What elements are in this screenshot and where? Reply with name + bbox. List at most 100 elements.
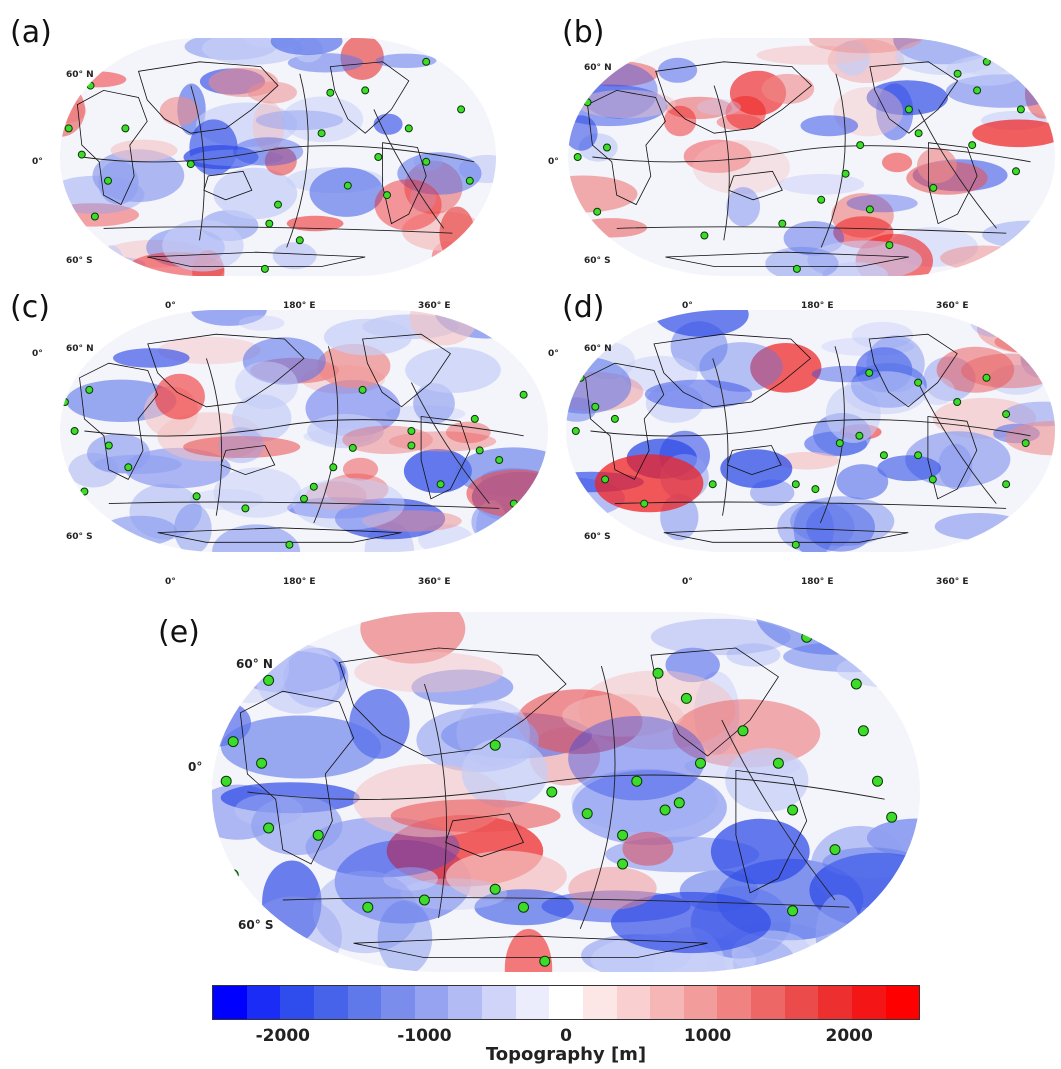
hotspot-marker bbox=[617, 829, 629, 841]
anomaly-blob bbox=[969, 310, 1015, 337]
hotspot-marker bbox=[309, 482, 318, 491]
coastline bbox=[329, 61, 410, 134]
latitude-label: 60° S bbox=[584, 256, 611, 266]
hotspot-marker bbox=[70, 427, 79, 435]
anomaly-blob bbox=[189, 119, 238, 176]
anomaly-blob bbox=[750, 343, 822, 393]
hotspot-marker bbox=[343, 181, 352, 190]
anomaly-blob bbox=[255, 110, 344, 131]
anomaly-blob bbox=[692, 140, 790, 195]
topography-map bbox=[568, 38, 1055, 276]
anomaly-blob bbox=[790, 496, 895, 547]
latitude-label: 0° bbox=[32, 349, 43, 359]
colorbar-segment bbox=[650, 986, 684, 1019]
coastline bbox=[76, 89, 148, 206]
hotspot-marker bbox=[659, 804, 671, 816]
hotspot-marker bbox=[914, 451, 923, 460]
anomaly-blob bbox=[761, 73, 815, 104]
anomaly-blob bbox=[255, 643, 340, 714]
anomaly-blob bbox=[650, 618, 791, 656]
hotspot-marker bbox=[787, 905, 799, 917]
anomaly-blob bbox=[212, 934, 309, 963]
hotspot-marker bbox=[124, 463, 133, 472]
anomaly-blob bbox=[610, 891, 771, 954]
anomaly-blob bbox=[93, 454, 182, 474]
anomaly-blob bbox=[162, 219, 244, 272]
anomaly-blob bbox=[213, 467, 302, 518]
colorbar-segment bbox=[851, 986, 886, 1019]
hotspot-marker bbox=[436, 480, 445, 489]
hotspot-marker bbox=[495, 456, 504, 464]
hotspot-marker bbox=[610, 414, 619, 423]
hotspot-marker bbox=[695, 757, 706, 769]
coastline bbox=[338, 647, 567, 757]
longitude-label: 360° E bbox=[418, 301, 451, 311]
coastline bbox=[157, 527, 402, 543]
colorbar-segment bbox=[784, 986, 819, 1019]
anomaly-blob bbox=[568, 716, 706, 801]
plate-boundary bbox=[84, 419, 524, 437]
anomaly-blob bbox=[74, 256, 146, 273]
hotspot-marker bbox=[241, 504, 250, 513]
anomaly-blob bbox=[622, 831, 674, 866]
hotspot-marker bbox=[573, 153, 582, 161]
hotspot-marker bbox=[855, 431, 864, 440]
anomaly-blob bbox=[940, 245, 1027, 271]
hotspot-marker bbox=[317, 129, 326, 138]
colorbar-segment bbox=[347, 986, 382, 1019]
hotspot-marker bbox=[879, 451, 888, 460]
anomaly-blob bbox=[568, 866, 657, 910]
panel-label: (c) bbox=[10, 290, 50, 325]
colorbar-segment bbox=[482, 986, 516, 1019]
hotspot-marker bbox=[457, 105, 466, 114]
anomaly-blob bbox=[866, 80, 948, 116]
anomaly-blob bbox=[270, 38, 343, 56]
hotspot-marker bbox=[1016, 105, 1025, 114]
hotspot-marker bbox=[220, 775, 232, 787]
colorbar-segment bbox=[313, 986, 348, 1019]
anomaly-blob bbox=[655, 310, 749, 337]
coastline bbox=[382, 142, 427, 225]
longitude-label: 0° bbox=[682, 577, 693, 587]
colorbar-segment bbox=[885, 986, 920, 1019]
hotspot-marker bbox=[260, 264, 269, 273]
anomaly-blob bbox=[154, 373, 205, 420]
hotspot-marker bbox=[77, 150, 86, 159]
anomaly-blob bbox=[778, 173, 865, 195]
anomaly-blob bbox=[272, 242, 317, 270]
anomaly-blob bbox=[390, 799, 561, 833]
longitude-label: 0° bbox=[165, 577, 176, 587]
plate-boundary bbox=[721, 719, 836, 901]
latitude-label: 0° bbox=[32, 157, 43, 167]
hotspot-marker bbox=[598, 243, 607, 252]
hotspot-marker bbox=[518, 901, 529, 913]
hotspot-marker bbox=[973, 86, 982, 95]
plate-boundary bbox=[918, 109, 997, 229]
anomaly-blob bbox=[309, 167, 384, 217]
latitude-label: 0° bbox=[188, 760, 203, 774]
anomaly-blob bbox=[699, 342, 783, 392]
topography-map bbox=[212, 612, 920, 972]
anomaly-blob bbox=[594, 454, 704, 513]
latitude-label: 60° S bbox=[238, 918, 274, 932]
hotspot-marker bbox=[904, 105, 913, 114]
hotspot-marker bbox=[737, 725, 749, 737]
hotspot-marker bbox=[418, 894, 430, 906]
hotspot-marker bbox=[1002, 410, 1011, 419]
colorbar-segment bbox=[582, 986, 617, 1019]
hotspot-marker bbox=[576, 373, 585, 382]
plate-boundary bbox=[579, 665, 616, 929]
coastline bbox=[665, 251, 909, 267]
hotspot-marker bbox=[591, 402, 600, 411]
plate-boundary bbox=[614, 501, 1007, 509]
hotspot-marker bbox=[312, 829, 324, 841]
anomaly-blob bbox=[726, 187, 761, 227]
coastline bbox=[653, 333, 812, 408]
anomaly-blob bbox=[247, 81, 297, 104]
anomaly-blob bbox=[212, 524, 301, 552]
anomaly-blob bbox=[566, 356, 632, 414]
latitude-label: 60° N bbox=[66, 344, 94, 354]
hotspot-marker bbox=[470, 414, 479, 423]
anomaly-blob bbox=[409, 310, 478, 346]
anomaly-blob bbox=[725, 95, 766, 130]
